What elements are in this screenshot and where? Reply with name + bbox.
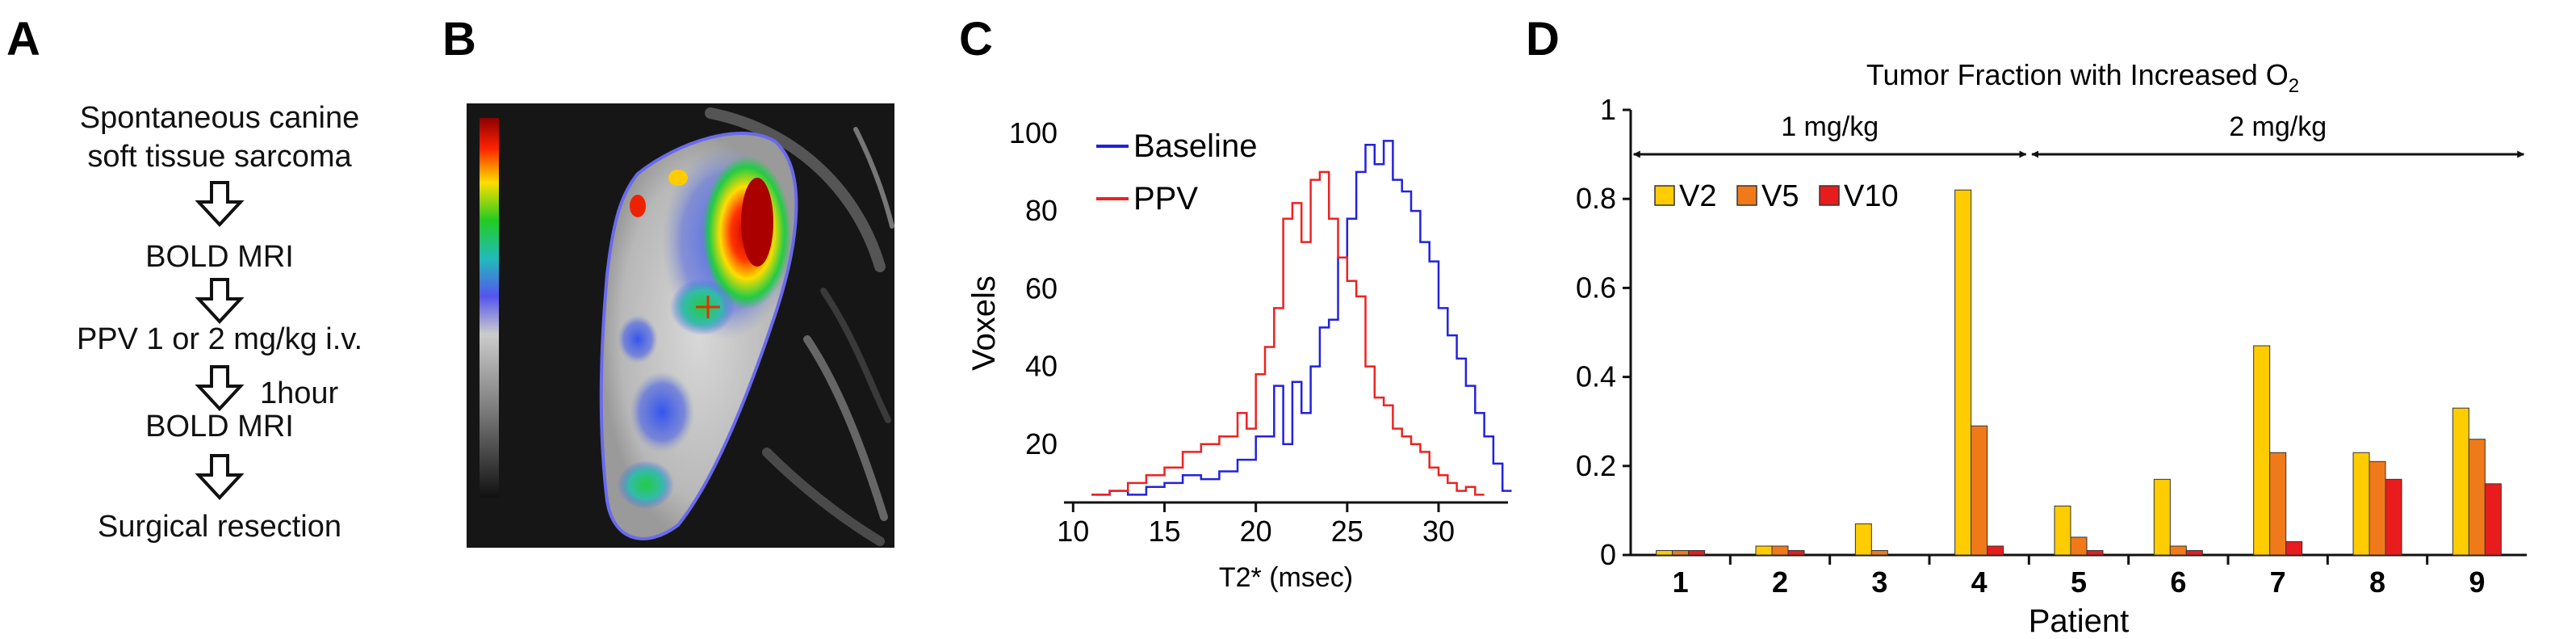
x-tick-label: 1 bbox=[1673, 565, 1689, 599]
flow-step-ppv: PPV 1 or 2 mg/kg i.v. bbox=[77, 322, 362, 356]
x-tick-label: 15 bbox=[1148, 515, 1180, 548]
panel-d-bar-chart: D Tumor Fraction with Increased O2 0 0.2 0… bbox=[1526, 13, 2527, 639]
crosshair-marker bbox=[696, 296, 720, 318]
dose-group-label: 2 mg/kg bbox=[2229, 111, 2327, 142]
x-tick-label: 10 bbox=[1057, 515, 1089, 548]
x-tick-label: 30 bbox=[1422, 515, 1455, 548]
down-arrow-icon bbox=[195, 278, 245, 324]
bar-v5-patient-8 bbox=[2369, 460, 2386, 556]
bar-v2-patient-8 bbox=[2352, 452, 2370, 556]
panel-letter-a: A bbox=[6, 13, 40, 65]
mri-colorbar bbox=[480, 118, 499, 498]
mri-background-texture bbox=[705, 107, 894, 546]
bar-v2-patient-5 bbox=[2054, 505, 2071, 556]
legend-swatch-v2 bbox=[1654, 185, 1675, 206]
bar-v10-patient-9 bbox=[2484, 483, 2502, 556]
x-tick-label: 20 bbox=[1240, 515, 1272, 548]
y-tick-label: 0.8 bbox=[1576, 182, 1616, 215]
bar-v5-patient-2 bbox=[1771, 545, 1789, 556]
y-tick-label: 100 bbox=[1009, 116, 1058, 149]
y-tick-label: 0.2 bbox=[1576, 449, 1616, 482]
x-tick-label: 8 bbox=[2369, 565, 2385, 599]
legend-swatch-v5 bbox=[1736, 185, 1757, 206]
x-tick-label: 7 bbox=[2270, 565, 2286, 599]
bar-v5-patient-5 bbox=[2070, 536, 2088, 556]
legend-label-baseline: Baseline bbox=[1133, 128, 1257, 164]
bar-v10-patient-2 bbox=[1787, 549, 1805, 556]
bar-v10-patient-5 bbox=[2086, 549, 2104, 556]
bar-v10-patient-6 bbox=[2185, 549, 2203, 556]
down-arrow-icon bbox=[195, 454, 245, 500]
bar-v2-patient-2 bbox=[1755, 545, 1773, 556]
y-tick-label: 40 bbox=[1025, 350, 1058, 383]
flow-interval-note: 1hour bbox=[260, 376, 339, 410]
flow-step-resection: Surgical resection bbox=[98, 510, 341, 544]
bar-legend: V2 V5 V10 bbox=[1654, 179, 1899, 213]
bar-v5-patient-7 bbox=[2269, 452, 2287, 556]
bar-v2-patient-3 bbox=[1854, 523, 1872, 556]
bar-v10-patient-8 bbox=[2385, 478, 2402, 556]
legend-label-ppv: PPV bbox=[1133, 181, 1198, 217]
panel-c-histogram: C 10 15 20 25 30 20 40 60 80 100 T2* (msec) Voxe… bbox=[959, 13, 1512, 593]
panel-b-mri: B bbox=[442, 13, 894, 548]
y-tick-label: 0.4 bbox=[1576, 360, 1616, 393]
x-tick-label: 5 bbox=[2071, 565, 2087, 599]
down-arrow-icon bbox=[195, 181, 245, 227]
series-line-ppv bbox=[1091, 170, 1485, 496]
x-tick-label: 2 bbox=[1772, 565, 1788, 599]
bar-v10-patient-4 bbox=[1987, 545, 2004, 556]
y-tick-label: 0 bbox=[1600, 538, 1616, 571]
x-tick-label: 25 bbox=[1331, 515, 1363, 548]
bar-v10-patient-1 bbox=[1688, 549, 1706, 556]
y-tick-label: 80 bbox=[1025, 194, 1058, 227]
x-tick-label: 6 bbox=[2170, 565, 2186, 599]
x-axis-label: Patient bbox=[2029, 603, 2130, 635]
chart-title: Tumor Fraction with Increased O2 bbox=[1866, 58, 2299, 97]
legend-label-v2: V2 bbox=[1679, 179, 1716, 213]
panel-a-flowchart: A Spontaneous canine soft tissue sarcoma… bbox=[6, 13, 362, 544]
bar-v2-patient-9 bbox=[2452, 407, 2469, 556]
down-arrow-icon bbox=[195, 365, 245, 411]
y-axis-label: Voxels bbox=[966, 275, 1002, 371]
panel-letter-c: C bbox=[959, 13, 993, 65]
bar-v5-patient-6 bbox=[2169, 545, 2187, 556]
x-tick-label: 3 bbox=[1871, 565, 1887, 599]
legend-swatch-v10 bbox=[1819, 185, 1840, 206]
x-tick-label: 9 bbox=[2469, 565, 2485, 599]
y-tick-label: 20 bbox=[1025, 427, 1058, 460]
y-tick-label: 1 bbox=[1600, 93, 1616, 126]
x-tick-label: 4 bbox=[1971, 565, 1987, 599]
histogram-legend: Baseline PPV bbox=[1096, 128, 1257, 217]
bar-v2-patient-4 bbox=[1954, 189, 1972, 556]
bar-v2-patient-7 bbox=[2253, 345, 2271, 556]
panel-letter-b: B bbox=[442, 13, 476, 65]
bar-v2-patient-6 bbox=[2153, 478, 2171, 556]
y-tick-label: 0.6 bbox=[1576, 271, 1616, 304]
legend-label-v10: V10 bbox=[1844, 179, 1899, 213]
flow-step-bold-mri-1: BOLD MRI bbox=[145, 240, 294, 274]
bar-v10-patient-7 bbox=[2285, 540, 2303, 556]
bar-v5-patient-4 bbox=[1971, 425, 1988, 556]
series-line-baseline bbox=[1091, 140, 1512, 496]
legend-label-v5: V5 bbox=[1761, 179, 1799, 213]
tumor-overlay bbox=[599, 132, 798, 540]
panel-letter-d: D bbox=[1526, 13, 1560, 65]
flow-step-bold-mri-2: BOLD MRI bbox=[145, 410, 294, 444]
y-tick-label: 60 bbox=[1025, 271, 1058, 305]
x-axis-label: T2* (msec) bbox=[1219, 562, 1353, 593]
bar-v2-patient-1 bbox=[1656, 549, 1673, 556]
flow-step-sarcoma-line1: Spontaneous canine bbox=[80, 101, 360, 135]
bar-v5-patient-9 bbox=[2468, 439, 2486, 556]
flow-step-sarcoma-line2: soft tissue sarcoma bbox=[87, 140, 352, 174]
dose-group-label: 1 mg/kg bbox=[1781, 111, 1879, 142]
bar-v5-patient-3 bbox=[1870, 549, 1888, 556]
bar-v5-patient-1 bbox=[1672, 549, 1690, 556]
